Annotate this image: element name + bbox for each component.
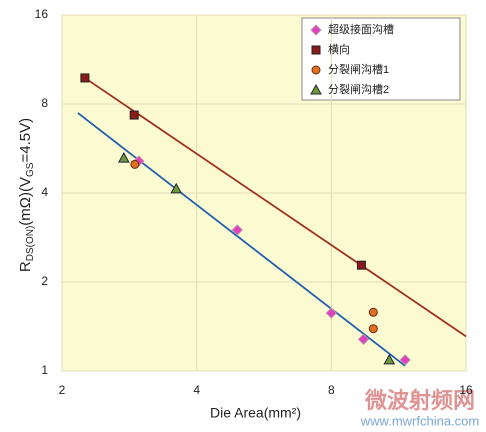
y-tick-label: 8 [41,96,48,110]
marker [368,307,378,317]
marker [356,260,366,270]
marker [399,354,411,366]
marker [383,353,396,365]
marker [310,83,322,95]
y-label-part: R [17,261,34,272]
y-tick-label: 2 [41,274,48,288]
marker [311,45,321,55]
marker [310,24,322,36]
watermark-url: www.mwrfchina.com [360,413,479,428]
legend-label: 横向 [328,42,350,56]
watermark: 微波射频网 [364,388,475,413]
y-label-part: DS(ON) [25,226,36,262]
marker [80,73,90,83]
trend-line [77,112,406,367]
y-tick-label: 16 [35,7,49,21]
legend-label: 超级接面沟槽 [328,22,394,36]
marker [357,333,370,346]
x-tick-label: 8 [328,383,335,397]
x-tick-label: 2 [59,383,66,397]
legend-label: 分裂闸沟槽1 [328,63,389,76]
y-label-part: =4.5V) [17,118,34,163]
marker [170,182,183,194]
marker [325,307,338,319]
marker [311,65,321,75]
x-axis-label: Die Area(mm²) [210,405,301,421]
legend-label: 分裂闸沟槽2 [328,83,389,96]
x-tick-label: 16 [459,383,473,397]
x-tick-label: 4 [193,383,200,397]
marker [130,159,140,169]
marker [118,152,130,163]
y-label-part: GS [25,162,36,177]
marker [231,224,243,236]
y-tick-label: 4 [41,185,48,199]
y-tick-label: 1 [41,363,48,377]
legend [301,17,461,101]
marker [129,110,139,120]
marker [368,324,378,334]
y-axis-label: RDS(ON)(mΩ)(VGS=4.5V) [17,118,36,272]
y-label-part: (mΩ)(V [17,177,34,226]
trend-line [84,77,467,338]
